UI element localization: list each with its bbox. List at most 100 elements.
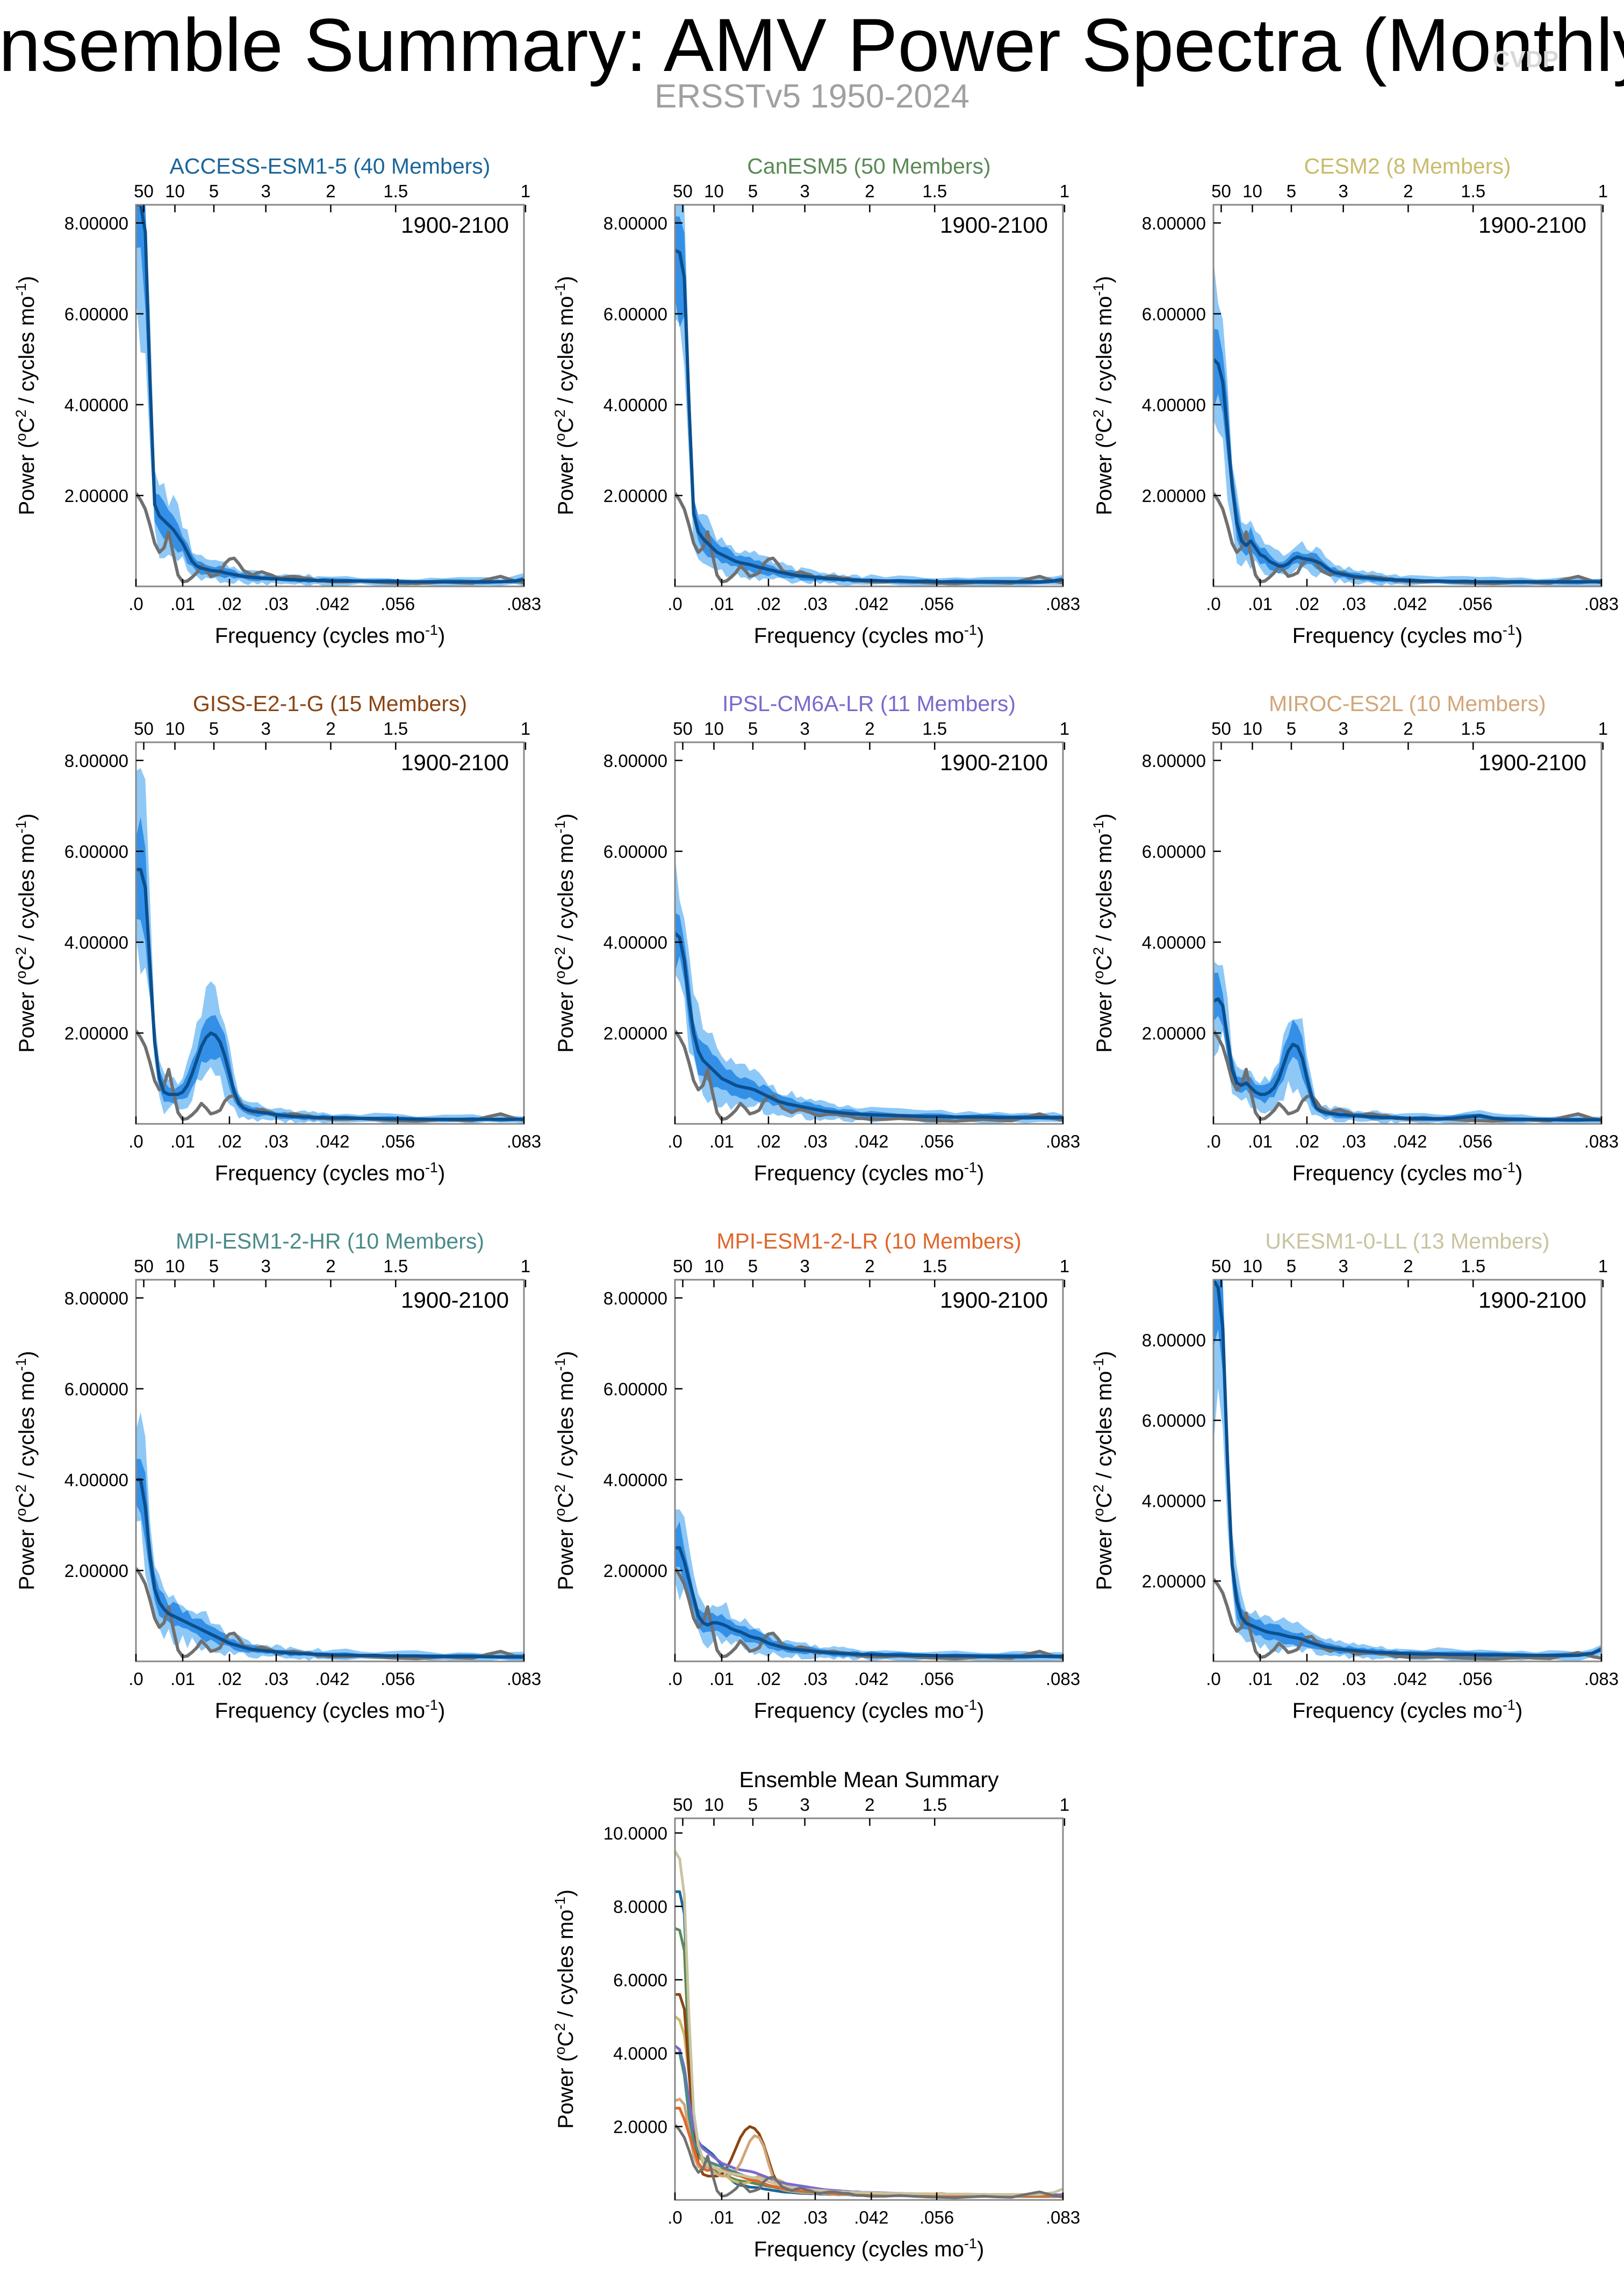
plot-data <box>1213 1280 1601 1661</box>
y-tick-label: 8.00000 <box>1142 1330 1206 1350</box>
y-axis-label: Power (oC2 / cycles mo-1) <box>1090 1351 1116 1590</box>
x-tick-label: .083 <box>1584 1131 1619 1151</box>
spread-inner-band <box>136 817 524 1122</box>
period-tick-label: 1 <box>1060 181 1069 201</box>
plot-frame <box>674 741 1064 1125</box>
y-tick-label: 6.00000 <box>1142 1411 1206 1431</box>
x-tick-label: .01 <box>709 1669 734 1689</box>
period-tick-label: 1.5 <box>1461 719 1485 739</box>
watermark: CVDP <box>1493 46 1558 73</box>
y-tick-label: 2.00000 <box>64 1561 128 1581</box>
panel-title: MPI-ESM1-2-HR (10 Members) <box>176 1229 484 1253</box>
spectrum-panel: ACCESS-ESM1-5 (40 Members) .0 .01 .02 .03 .04… <box>13 154 541 648</box>
y-tick-label: 6.00000 <box>603 842 667 862</box>
period-tick-label: 1.5 <box>1461 181 1485 201</box>
panel-title: GISS-E2-1-G (15 Members) <box>193 691 467 716</box>
period-tick-label: 10 <box>165 719 185 739</box>
x-axis-label: Frequency (cycles mo-1) <box>1292 1697 1523 1723</box>
y-tick-label: 8.00000 <box>64 1288 128 1308</box>
x-tick-label: .056 <box>1458 1669 1492 1689</box>
plot-frame <box>1212 741 1603 1125</box>
period-tick-label: 3 <box>800 1795 809 1815</box>
plot-frame <box>1212 204 1603 587</box>
period-tick-label: 50 <box>673 1256 693 1276</box>
y-tick-label: 8.00000 <box>1142 213 1206 233</box>
x-tick-label: .02 <box>217 1131 242 1151</box>
spectrum-panel: CanESM5 (50 Members) .0 .01 .02 .03 .042 .056.… <box>552 154 1080 648</box>
panel-title: ACCESS-ESM1-5 (40 Members) <box>170 154 491 178</box>
y-tick-label: 6.0000 <box>613 1970 667 1990</box>
period-tick-label: 1.5 <box>922 719 947 739</box>
y-tick-label: 2.0000 <box>613 2117 667 2137</box>
x-tick-label: .042 <box>1392 1131 1427 1151</box>
period-tick-label: 1.5 <box>383 719 408 739</box>
observation-line <box>136 1030 524 1123</box>
x-tick-label: .0 <box>128 1669 143 1689</box>
panel-title: Ensemble Mean Summary <box>739 1767 999 1792</box>
x-tick-label: .01 <box>170 594 195 614</box>
y-tick-label: 4.0000 <box>613 2044 667 2063</box>
period-tick-label: 3 <box>261 719 270 739</box>
panel-title: UKESM1-0-LL (13 Members) <box>1265 1229 1549 1253</box>
plot-frame <box>674 1817 1064 2201</box>
x-tick-label: .056 <box>919 1131 954 1151</box>
y-tick-label: 6.00000 <box>64 842 128 862</box>
observation-line <box>675 1030 1063 1123</box>
period-tick-label: 2 <box>865 1256 874 1276</box>
x-tick-label: .02 <box>1295 594 1319 614</box>
x-tick-label: .0 <box>667 1131 682 1151</box>
x-tick-label: .03 <box>1341 594 1366 614</box>
period-tick-label: 50 <box>673 719 693 739</box>
x-axis-label: Frequency (cycles mo-1) <box>1292 1159 1523 1185</box>
x-tick-label: .03 <box>264 1669 289 1689</box>
period-tick-label: 50 <box>134 719 154 739</box>
y-tick-label: 8.00000 <box>603 213 667 233</box>
x-tick-label: .03 <box>803 2207 828 2227</box>
ensemble-mean-line <box>1213 358 1601 584</box>
x-tick-label: .042 <box>854 594 888 614</box>
period-tick-label: 5 <box>209 1256 219 1276</box>
period-tick-label: 2 <box>326 719 335 739</box>
x-tick-label: .0 <box>128 1131 143 1151</box>
y-tick-label: 4.00000 <box>603 933 667 952</box>
panel-title: IPSL-CM6A-LR (11 Members) <box>722 691 1016 716</box>
plot-data <box>675 856 1063 1124</box>
plot-data <box>1213 260 1601 586</box>
ensemble-mean-line <box>675 931 1063 1120</box>
y-tick-label: 2.00000 <box>1142 486 1206 506</box>
spread-outer-band <box>136 768 524 1124</box>
spread-outer-band <box>136 205 524 586</box>
summary-line <box>675 1890 1063 2198</box>
spread-inner-band <box>1213 1280 1601 1658</box>
panel-title: MPI-ESM1-2-LR (10 Members) <box>716 1229 1021 1253</box>
period-tick-label: 2 <box>326 1256 335 1276</box>
x-tick-label: .056 <box>919 1669 954 1689</box>
period-label: 1900-2100 <box>1478 1287 1586 1313</box>
x-tick-label: .083 <box>507 1669 541 1689</box>
summary-line <box>675 1993 1063 2198</box>
period-tick-label: 10 <box>165 1256 185 1276</box>
observation-line <box>136 1567 524 1660</box>
summary-line <box>675 2015 1063 2198</box>
y-tick-label: 2.00000 <box>1142 1572 1206 1591</box>
spread-inner-band <box>1213 972 1601 1122</box>
x-tick-label: .0 <box>667 1669 682 1689</box>
period-tick-label: 1.5 <box>383 1256 408 1276</box>
y-tick-label: 2.00000 <box>603 1023 667 1043</box>
y-tick-label: 2.00000 <box>603 1561 667 1581</box>
x-tick-label: .0 <box>1206 594 1221 614</box>
x-axis-label: Frequency (cycles mo-1) <box>754 622 985 648</box>
period-tick-label: 10 <box>704 181 724 201</box>
period-tick-label: 1 <box>521 181 530 201</box>
period-label: 1900-2100 <box>401 212 509 238</box>
period-tick-label: 1 <box>1060 1256 1069 1276</box>
x-axis-label: Frequency (cycles mo-1) <box>754 2235 985 2261</box>
x-tick-label: .01 <box>1248 1669 1273 1689</box>
x-tick-label: .02 <box>1295 1131 1319 1151</box>
period-tick-label: 1.5 <box>1461 1256 1485 1276</box>
x-axis-label: Frequency (cycles mo-1) <box>215 1697 445 1723</box>
x-tick-label: .01 <box>709 1131 734 1151</box>
spread-inner-band <box>675 216 1063 585</box>
period-tick-label: 2 <box>1403 719 1413 739</box>
